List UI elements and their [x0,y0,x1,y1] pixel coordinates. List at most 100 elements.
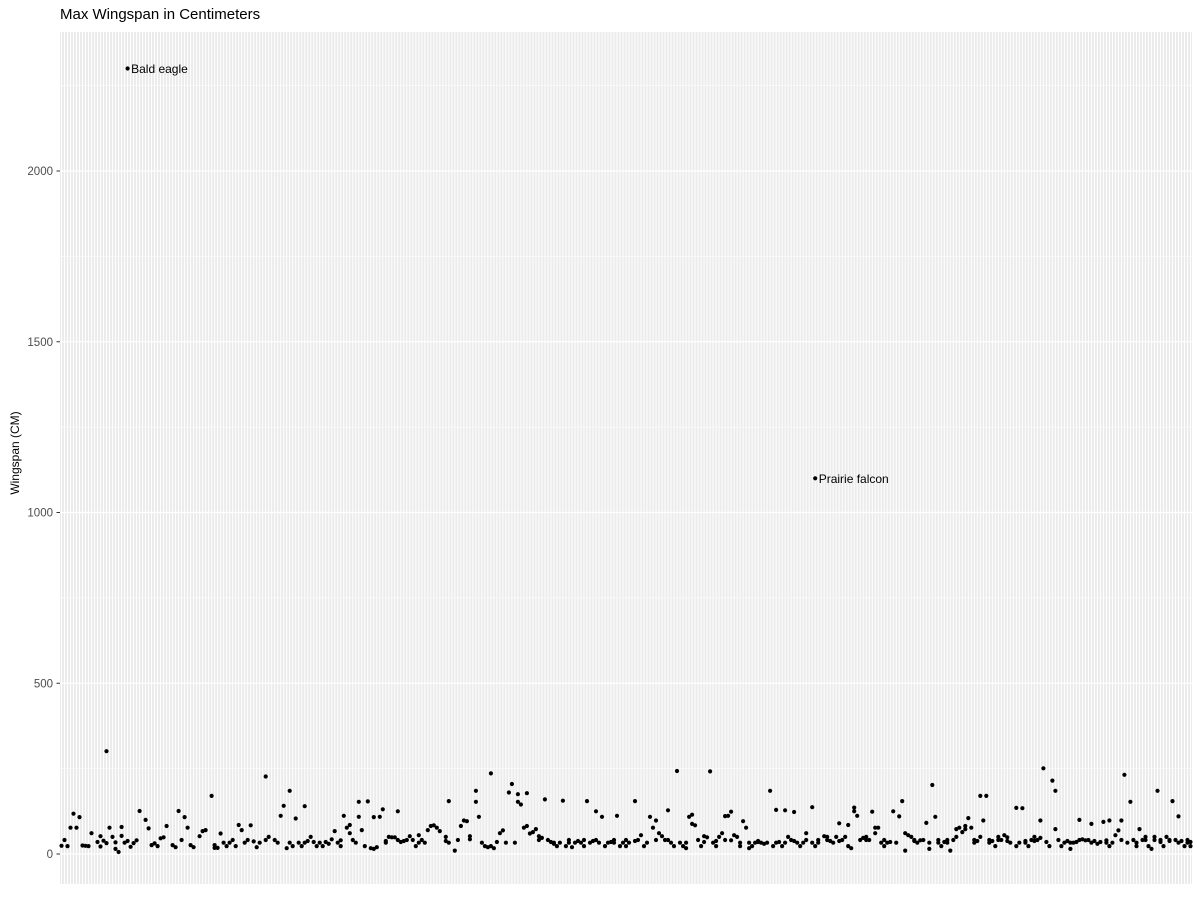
data-point [353,840,358,845]
data-point [539,835,545,841]
data-point [89,831,94,836]
data-point [116,849,121,855]
data-point [578,840,584,845]
data-point [894,840,899,845]
data-point [155,844,160,849]
data-point [623,844,629,849]
data-point [777,839,782,845]
data-point [1146,844,1151,849]
data-point [383,838,388,844]
data-point [951,837,956,843]
data-point [491,846,496,851]
data-point [611,840,617,845]
data-point [635,837,641,843]
data-point [1134,844,1139,849]
data-point [650,825,656,830]
data-point [554,844,560,849]
data-point [774,807,779,813]
data-point [98,834,103,839]
data-point [431,823,436,828]
data-point [98,844,103,849]
data-point [726,813,731,818]
data-point [278,813,283,818]
data-point [68,825,73,830]
data-point [897,814,902,819]
annotation-label: Bald eagle [131,62,188,76]
data-point [882,837,887,843]
data-point [729,838,734,843]
data-point [1035,837,1040,843]
data-point [876,825,881,830]
data-point [557,840,563,845]
data-point [545,837,551,843]
y-tick-label: 1500 [27,337,53,349]
chart-title: Max Wingspan in Centimeters [60,6,261,23]
data-point [503,840,508,845]
data-point [434,825,439,830]
data-point [921,837,926,843]
data-point [272,837,277,843]
data-point [494,839,499,845]
data-point [182,815,187,820]
data-point [906,833,911,838]
data-point [1188,839,1193,845]
data-point [801,840,806,845]
data-point [356,799,361,804]
data-point [287,840,292,845]
data-point [125,838,130,844]
data-point [750,844,755,849]
data-point [458,823,463,829]
data-point [1050,778,1055,783]
data-point [903,831,908,836]
data-point [1116,828,1121,833]
data-point [62,837,67,843]
data-point [287,788,292,793]
data-point [413,844,418,849]
data-point [933,814,938,819]
data-point [101,838,106,843]
data-point [242,840,247,845]
data-point [599,814,605,819]
data-point [302,804,307,809]
data-point [350,837,355,843]
y-tick-label: 0 [47,849,53,861]
data-point [900,799,905,804]
data-point [699,844,704,849]
data-point [416,840,421,845]
data-point [620,840,626,845]
data-point [792,809,797,815]
data-point [581,837,587,843]
data-point [338,844,343,849]
data-point [1164,834,1169,840]
data-point [488,844,493,849]
data-point [1014,844,1019,849]
data-point [377,814,382,819]
data-point [509,781,514,787]
data-point [560,798,566,803]
data-point [119,824,124,830]
data-point [452,848,457,853]
data-point [924,820,929,826]
data-point [488,771,493,776]
data-point [1122,772,1127,777]
data-point [341,813,346,818]
data-point [542,797,548,802]
data-point [1074,839,1079,845]
data-point [77,815,82,820]
data-point [245,837,250,843]
data-point [623,837,629,843]
data-point [1005,835,1010,840]
data-point [1068,846,1073,852]
data-point [203,828,208,833]
data-point [665,808,671,813]
data-point [308,834,313,840]
data-point [693,823,698,828]
data-point [948,848,953,853]
data-point [963,823,968,829]
data-point [1152,837,1157,843]
data-point [1143,834,1148,840]
data-point [837,821,842,826]
data-point [843,834,848,840]
data-point [792,838,797,844]
data-point [705,835,710,840]
